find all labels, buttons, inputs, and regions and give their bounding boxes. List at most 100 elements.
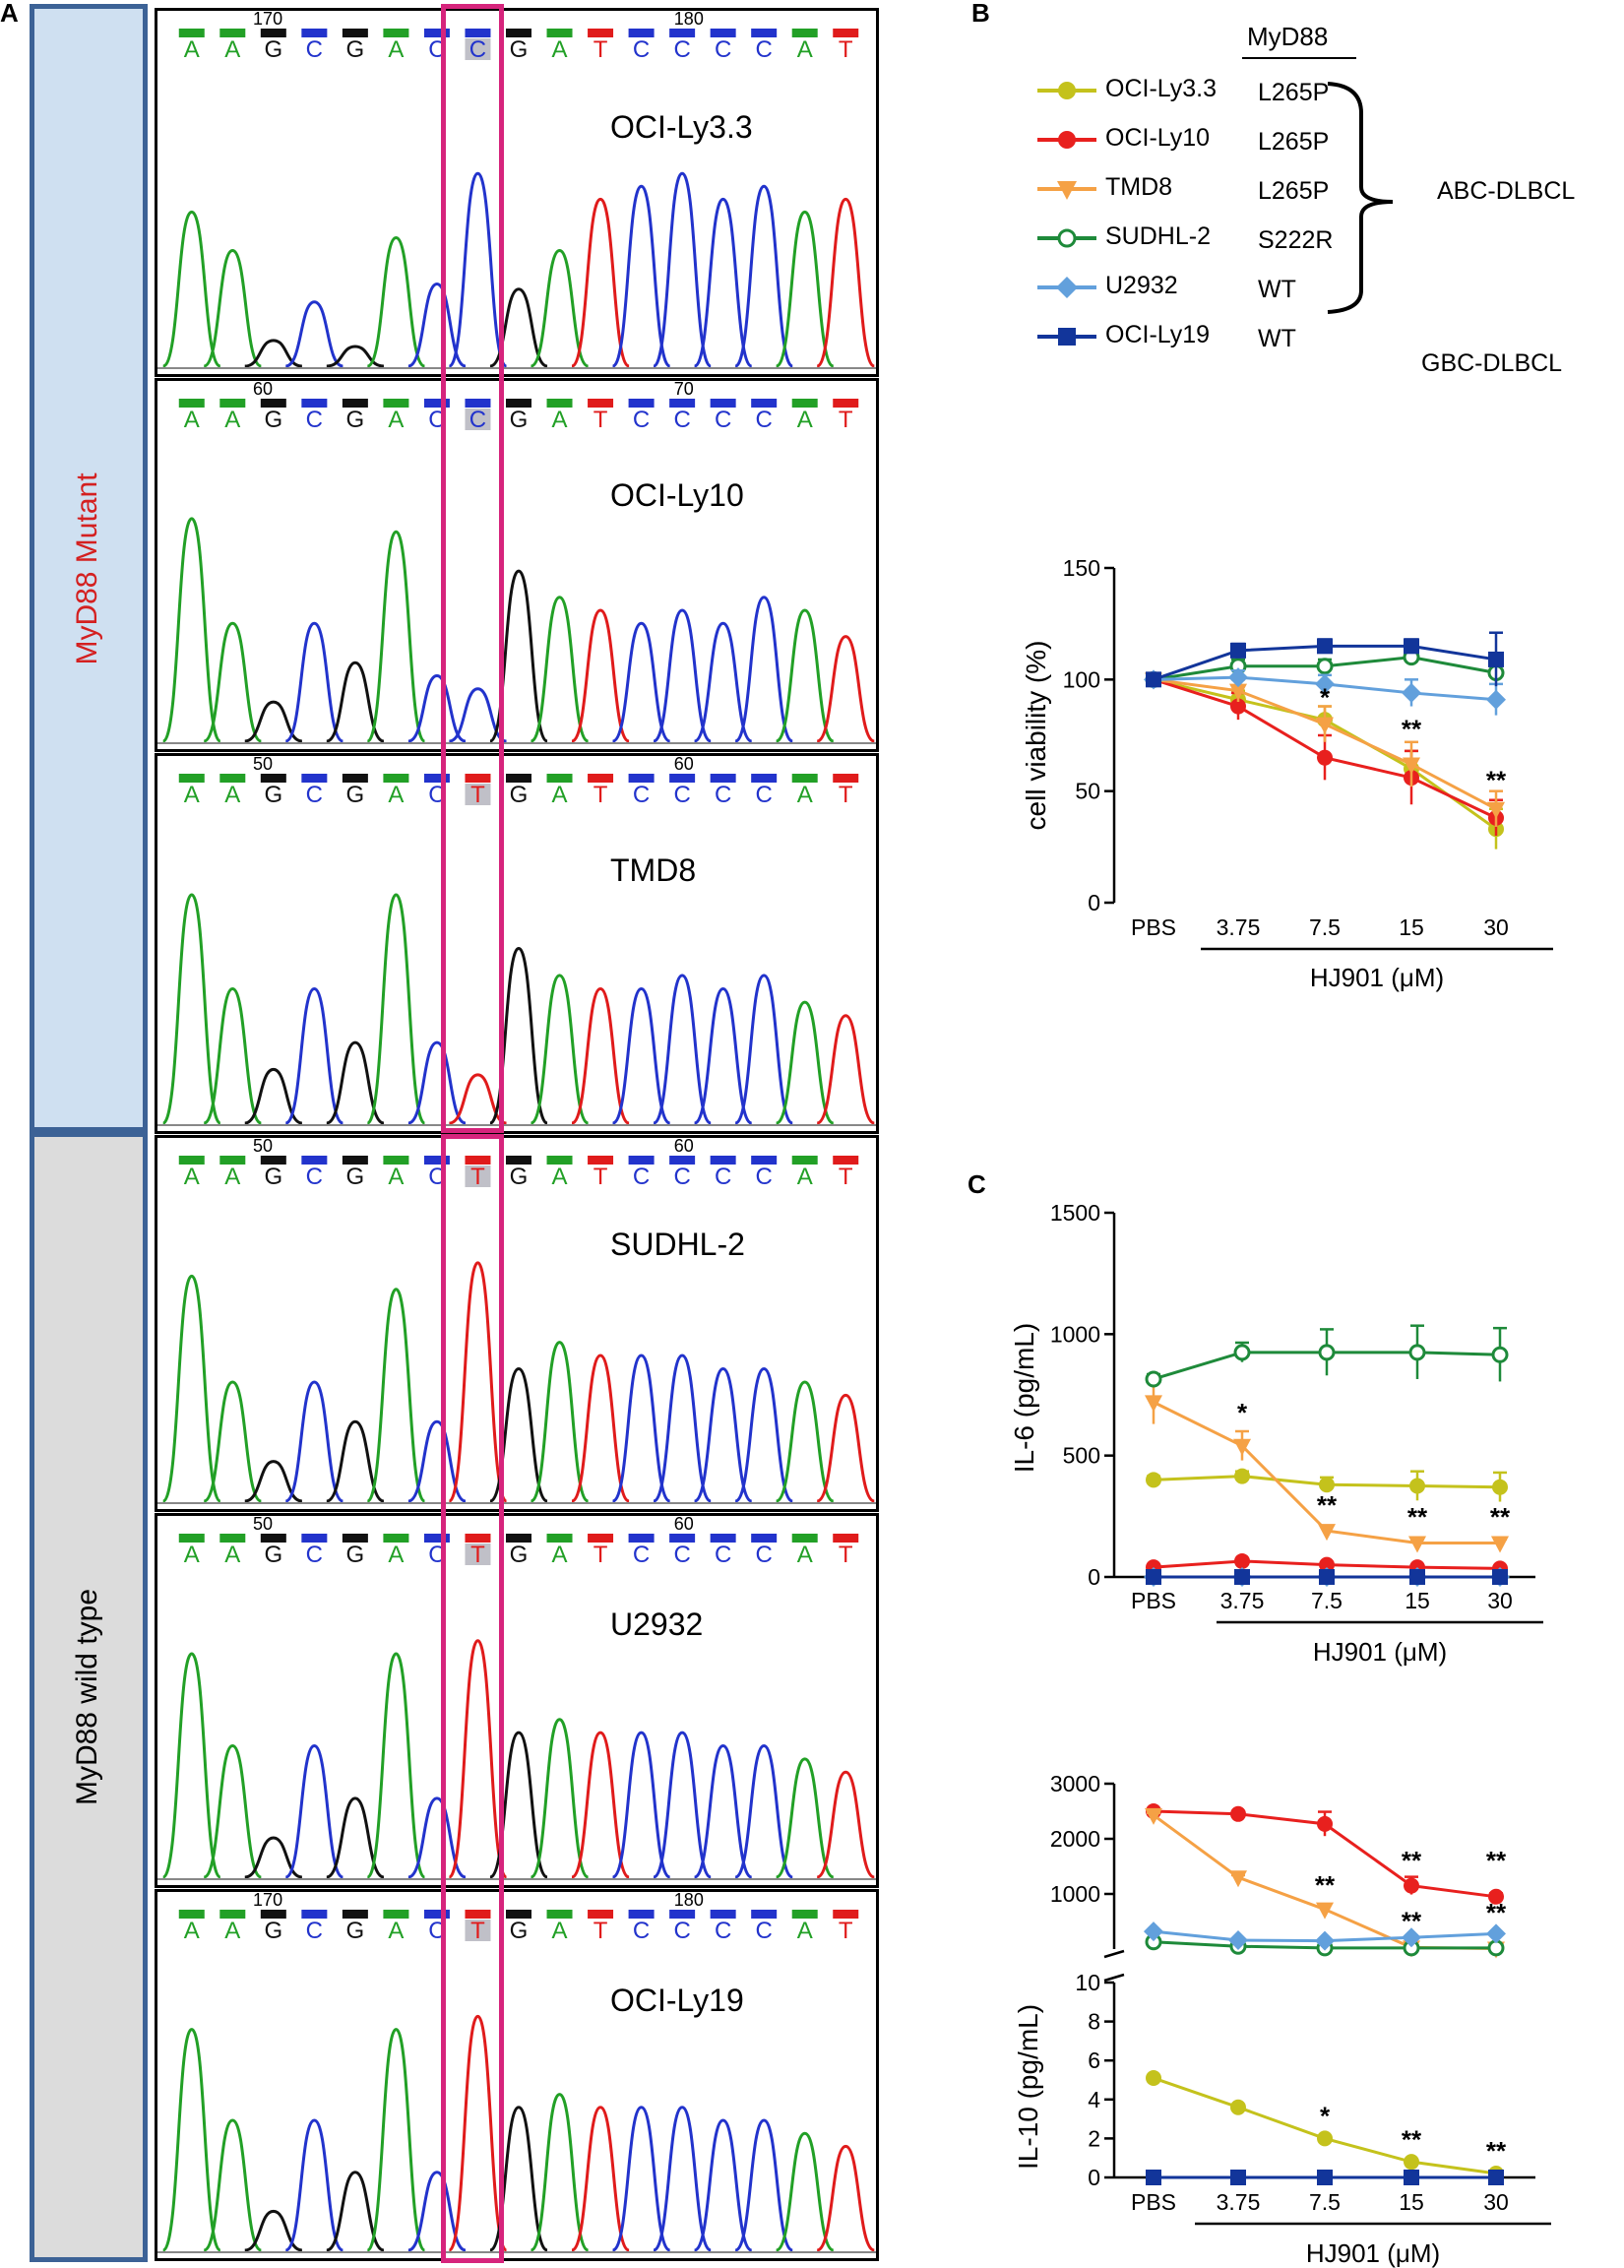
base-call: A	[797, 407, 813, 433]
series-sudhl-2	[1145, 1324, 1509, 1388]
chromatogram-peak	[326, 2171, 385, 2252]
base-call: A	[797, 36, 813, 63]
data-point	[1402, 682, 1421, 703]
base-quality-bar	[833, 1910, 859, 1919]
position-number: 180	[674, 1892, 704, 1910]
data-point	[1228, 667, 1248, 688]
legend: OCI-Ly3.3 L265P OCI-Ly10 L265P TMD8 L265P SUDH…	[1031, 69, 1356, 384]
significance-mark: **	[1315, 1870, 1336, 1900]
chromatogram-peak	[530, 596, 590, 743]
base-quality-bar	[833, 399, 859, 408]
base-quality-bar	[260, 774, 286, 783]
significance-mark: **	[1402, 2124, 1422, 2154]
base-quality-bar	[506, 1534, 531, 1543]
base-quality-bar	[178, 1534, 205, 1543]
base-quality-bar	[588, 1910, 614, 1919]
data-point	[1315, 1930, 1335, 1951]
base-call: G	[264, 782, 282, 808]
base-quality-bar	[423, 399, 450, 408]
x-tick-label: 15	[1399, 2189, 1424, 2215]
base-call: A	[388, 36, 404, 63]
x-tick-label: PBS	[1131, 2189, 1176, 2215]
chromatogram-peak	[571, 2106, 630, 2252]
base-call: C	[756, 407, 773, 433]
mutation-site-highlight	[441, 4, 504, 1133]
base-quality-bar	[301, 1534, 328, 1543]
base-call: A	[388, 1918, 404, 1944]
base-call: G	[510, 1542, 529, 1568]
chromatogram-peak	[365, 893, 426, 1125]
base-call: G	[264, 1918, 282, 1944]
base-quality-bar	[178, 29, 205, 37]
base-call: T	[839, 36, 853, 63]
cell-line-name: SUDHL-2	[610, 1227, 745, 1262]
base-quality-bar	[219, 399, 246, 408]
legend-series-name: SUDHL-2	[1105, 222, 1211, 250]
data-point	[1318, 1524, 1336, 1542]
base-quality-bar	[219, 1156, 246, 1165]
base-call: C	[306, 1918, 323, 1944]
base-quality-bar	[833, 29, 859, 37]
base-call: A	[552, 1542, 568, 1568]
base-call: C	[306, 1164, 323, 1190]
chromatogram-peak	[530, 2093, 590, 2252]
chromatogram-peak	[365, 1652, 426, 1879]
chromatogram-peak	[816, 635, 875, 743]
chromatogram-peak	[571, 1354, 630, 1503]
panel-label-c: C	[968, 1169, 986, 1199]
x-tick-label: 7.5	[1311, 1588, 1343, 1613]
base-quality-bar	[751, 1534, 778, 1543]
data-point	[1404, 1877, 1419, 1894]
base-quality-bar	[546, 774, 573, 783]
base-call: C	[469, 36, 486, 63]
data-point	[1404, 2170, 1419, 2185]
chromatogram-peak	[161, 893, 222, 1125]
data-point	[1491, 1346, 1509, 1363]
legend-mutation: WT	[1258, 276, 1296, 303]
x-tick-label: 3.75	[1217, 2189, 1261, 2215]
base-quality-bar	[833, 1534, 859, 1543]
chromatogram-peak	[816, 1393, 875, 1503]
data-point	[1230, 642, 1246, 659]
base-call: C	[673, 1918, 690, 1944]
base-quality-bar	[628, 1534, 655, 1543]
chromatogram-peak	[407, 282, 467, 368]
y-tick-label: 100	[1063, 666, 1100, 692]
y-tick-label: 50	[1075, 779, 1100, 804]
chromatogram-peak	[203, 986, 263, 1125]
data-point	[1229, 683, 1247, 701]
base-quality-bar	[751, 1156, 778, 1165]
chromatogram-peak	[244, 1460, 303, 1503]
base-call: A	[388, 782, 404, 808]
base-quality-bar	[791, 1156, 818, 1165]
data-point	[1486, 1923, 1506, 1944]
base-quality-bar	[301, 774, 328, 783]
base-quality-bar	[669, 1910, 696, 1919]
base-call: G	[264, 1542, 282, 1568]
base-call: C	[633, 1918, 650, 1944]
base-call: T	[593, 782, 608, 808]
data-point	[1409, 1478, 1425, 1494]
trace-panel: 170 180 A A G C G A C T G A T C C C C A T OCI-Ly19	[155, 1889, 879, 2261]
base-call: C	[756, 1542, 773, 1568]
chromatogram-peak	[407, 673, 467, 743]
chromatogram-peak	[775, 1380, 835, 1503]
base-call: A	[552, 407, 568, 433]
chromatogram-peak	[816, 197, 876, 368]
x-axis-label: HJ901 (μM)	[1310, 963, 1444, 992]
chromatogram: 60 70A A G C G A C C G A T C C C C A T	[157, 381, 876, 744]
chromatogram-peak	[203, 2118, 263, 2252]
base-quality-bar	[628, 774, 655, 783]
series-oci-ly19	[1146, 631, 1504, 688]
base-quality-bar	[219, 1910, 246, 1919]
legend-series-name: OCI-Ly10	[1105, 124, 1211, 152]
series-oci-ly19	[1146, 1569, 1508, 1585]
y-axis-label: IL-10 (pg/mL)	[1013, 2004, 1043, 2170]
chromatogram-peak	[284, 1380, 344, 1503]
series-oci-ly19	[1146, 2170, 1504, 2185]
base-quality-bar	[710, 1910, 736, 1919]
chromatogram-peak	[365, 530, 426, 743]
data-point	[1228, 1930, 1248, 1951]
base-quality-bar	[342, 1156, 368, 1165]
